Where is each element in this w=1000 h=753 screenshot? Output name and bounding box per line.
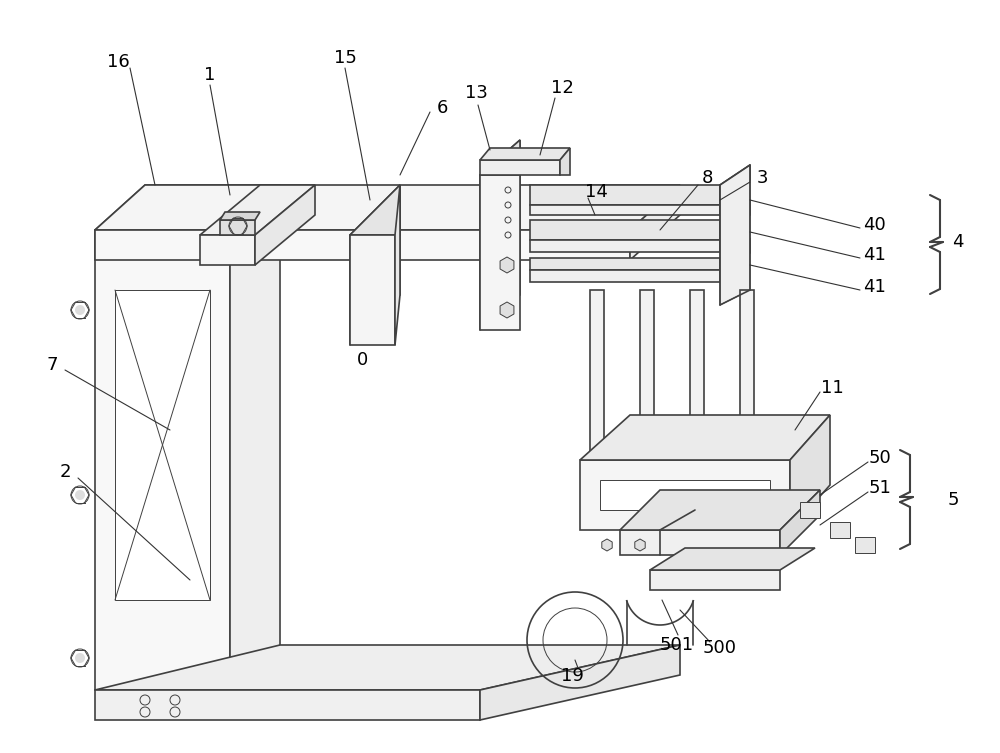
Polygon shape — [530, 270, 720, 282]
Text: 4: 4 — [952, 233, 964, 251]
Text: 5: 5 — [947, 491, 959, 509]
Polygon shape — [830, 522, 850, 538]
Polygon shape — [650, 570, 780, 590]
Text: 14: 14 — [585, 183, 607, 201]
Polygon shape — [230, 185, 280, 690]
Text: 1: 1 — [204, 66, 216, 84]
Circle shape — [75, 305, 85, 315]
Polygon shape — [720, 165, 750, 305]
Text: 19: 19 — [561, 667, 583, 685]
Polygon shape — [395, 185, 400, 345]
Polygon shape — [855, 537, 875, 553]
Polygon shape — [602, 539, 612, 551]
Text: 500: 500 — [703, 639, 737, 657]
Polygon shape — [95, 645, 680, 690]
Polygon shape — [95, 690, 480, 720]
Polygon shape — [480, 160, 560, 175]
Text: 16: 16 — [107, 53, 129, 71]
Polygon shape — [740, 290, 754, 460]
Text: 50: 50 — [869, 449, 891, 467]
Polygon shape — [560, 148, 570, 175]
Text: 51: 51 — [869, 479, 891, 497]
Polygon shape — [220, 220, 255, 235]
Polygon shape — [115, 290, 210, 600]
Polygon shape — [200, 235, 255, 265]
Polygon shape — [220, 212, 260, 220]
Text: 6: 6 — [436, 99, 448, 117]
Text: 15: 15 — [334, 49, 356, 67]
Polygon shape — [650, 548, 815, 570]
Polygon shape — [580, 415, 830, 460]
Circle shape — [75, 490, 85, 500]
Polygon shape — [720, 165, 750, 205]
Polygon shape — [620, 530, 780, 555]
Polygon shape — [500, 257, 514, 273]
Polygon shape — [480, 148, 570, 160]
Polygon shape — [350, 235, 395, 345]
Polygon shape — [530, 205, 720, 215]
Polygon shape — [620, 490, 820, 530]
Polygon shape — [590, 290, 604, 460]
Polygon shape — [200, 185, 315, 235]
Polygon shape — [800, 502, 820, 518]
Polygon shape — [480, 175, 520, 330]
Polygon shape — [350, 185, 400, 235]
Polygon shape — [600, 480, 770, 510]
Text: 0: 0 — [356, 351, 368, 369]
Polygon shape — [530, 220, 720, 240]
Polygon shape — [500, 302, 514, 318]
Polygon shape — [720, 200, 750, 240]
Polygon shape — [255, 185, 315, 265]
Polygon shape — [480, 140, 520, 175]
Text: 40: 40 — [863, 216, 885, 234]
Text: 2: 2 — [59, 463, 71, 481]
Circle shape — [75, 653, 85, 663]
Text: 7: 7 — [46, 356, 58, 374]
Polygon shape — [480, 645, 680, 720]
Polygon shape — [95, 185, 680, 230]
Text: 12: 12 — [551, 79, 573, 97]
Polygon shape — [95, 230, 230, 690]
Polygon shape — [530, 258, 720, 270]
Text: 11: 11 — [821, 379, 843, 397]
Polygon shape — [580, 460, 790, 530]
Polygon shape — [790, 415, 830, 530]
Text: 13: 13 — [465, 84, 487, 102]
Polygon shape — [95, 185, 280, 230]
Text: 8: 8 — [701, 169, 713, 187]
Polygon shape — [530, 185, 720, 205]
Text: 3: 3 — [756, 169, 768, 187]
Polygon shape — [480, 140, 520, 330]
Text: 501: 501 — [660, 636, 694, 654]
Polygon shape — [640, 290, 654, 460]
Text: 41: 41 — [863, 278, 885, 296]
Polygon shape — [635, 539, 645, 551]
Polygon shape — [780, 490, 820, 555]
Polygon shape — [630, 185, 680, 260]
Polygon shape — [350, 185, 400, 345]
Polygon shape — [720, 238, 750, 270]
Polygon shape — [95, 230, 630, 260]
Text: 41: 41 — [863, 246, 885, 264]
Polygon shape — [690, 290, 704, 460]
Polygon shape — [530, 240, 720, 252]
